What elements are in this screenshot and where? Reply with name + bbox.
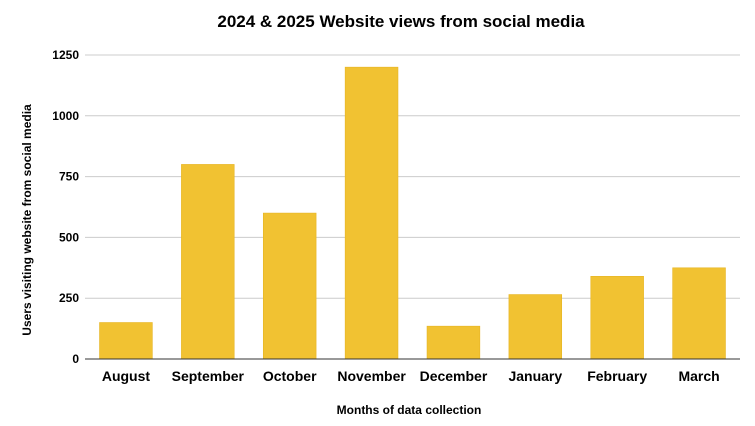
bar-march (672, 267, 726, 360)
x-tick-label: November (337, 368, 406, 384)
x-tick-label: October (263, 368, 317, 384)
bars (99, 66, 726, 360)
bar-september (181, 164, 235, 360)
x-tick-label: December (420, 368, 488, 384)
x-axis-ticks: August September October November December Ja… (102, 368, 720, 384)
bar-november (344, 66, 399, 360)
y-tick-label: 1250 (52, 48, 79, 62)
bar-december (426, 325, 481, 360)
x-tick-label: March (678, 368, 719, 384)
bar-january (508, 294, 563, 360)
chart-title: 2024 & 2025 Website views from social me… (217, 12, 585, 31)
y-tick-label: 500 (59, 230, 79, 244)
x-tick-label: February (587, 368, 647, 384)
x-tick-label: September (172, 368, 245, 384)
bar-february (590, 276, 644, 360)
y-tick-label: 750 (59, 170, 79, 184)
y-tick-label: 0 (72, 352, 79, 366)
y-axis-title: Users visiting website from social media (20, 104, 34, 336)
bar-august (99, 322, 153, 360)
y-tick-label: 1000 (52, 109, 79, 123)
y-tick-label: 250 (59, 291, 79, 305)
y-axis-ticks: 0 250 500 750 1000 1250 (52, 48, 79, 366)
x-axis-title: Months of data collection (337, 403, 482, 417)
bar-october (262, 212, 317, 360)
x-tick-label: August (102, 368, 151, 384)
x-tick-label: January (508, 368, 562, 384)
